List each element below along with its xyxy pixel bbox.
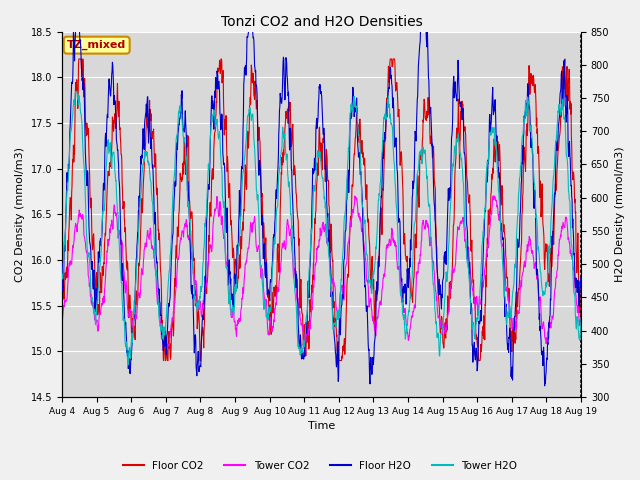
- Y-axis label: H2O Density (mmol/m3): H2O Density (mmol/m3): [615, 146, 625, 282]
- Title: Tonzi CO2 and H2O Densities: Tonzi CO2 and H2O Densities: [221, 15, 422, 29]
- Y-axis label: CO2 Density (mmol/m3): CO2 Density (mmol/m3): [15, 147, 25, 282]
- Legend: Floor CO2, Tower CO2, Floor H2O, Tower H2O: Floor CO2, Tower CO2, Floor H2O, Tower H…: [119, 456, 521, 475]
- X-axis label: Time: Time: [308, 421, 335, 432]
- Text: TZ_mixed: TZ_mixed: [67, 40, 126, 50]
